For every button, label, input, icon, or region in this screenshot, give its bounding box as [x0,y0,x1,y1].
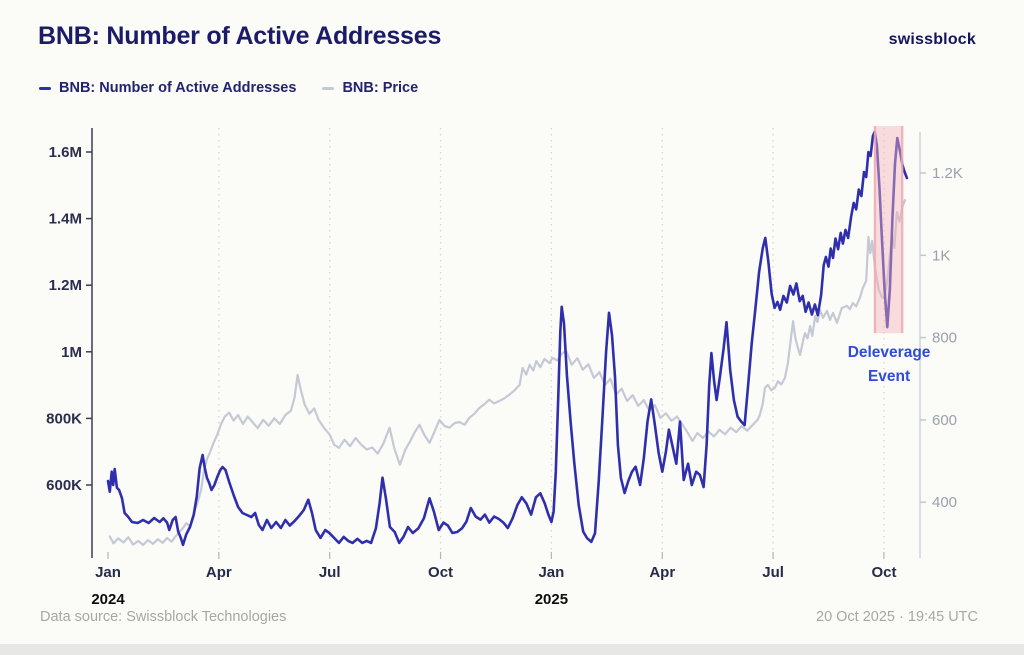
left-axis-tick-label: 1M [61,344,82,361]
deleverage-event-band [873,126,904,334]
right-axis-tick-label: 400 [932,494,957,511]
legend: BNB: Number of Active Addresses BNB: Pric… [39,80,418,96]
right-axis-tick-label: 1.2K [932,165,963,182]
x-axis-month-label: Jul [319,564,341,581]
active-addresses-line [106,130,909,547]
bottom-edge-strip [0,644,1024,655]
legend-item: BNB: Number of Active Addresses [39,80,296,96]
x-axis-year-label: 2024 [91,591,125,608]
left-axis-tick-label: 800K [46,410,82,427]
x-axis-month-label: Jul [762,564,784,581]
right-axis-tick-label: 600 [932,412,957,429]
right-axis-tick-label: 1K [932,247,950,264]
x-axis-month-label: Apr [649,564,675,581]
deleverage-annotation-line2: Event [868,368,910,385]
brand-logo: swissblock [888,31,976,48]
x-axis-month-label: Jan [538,564,564,581]
legend-label: BNB: Number of Active Addresses [59,80,297,96]
legend-dash-icon [39,86,51,90]
left-axis-tick-label: 1.4M [49,211,82,228]
x-axis-month-label: Oct [428,564,453,581]
deleverage-annotation-line1: Deleverage [848,344,931,361]
x-axis-month-label: Oct [871,564,896,581]
left-axis-tick-label: 1.6M [49,144,82,161]
legend-item: BNB: Price [322,80,418,96]
left-axis-tick-label: 600K [46,477,82,494]
data-source-label: Data source: Swissblock Technologies [40,609,287,625]
x-axis-month-label: Jan [95,564,121,581]
right-axis-tick-label: 800 [932,330,957,347]
page-title: BNB: Number of Active Addresses [38,22,442,50]
legend-dash-icon [322,86,335,90]
x-axis-month-label: Apr [206,564,232,581]
timestamp-label: 20 Oct 2025 · 19:45 UTC [816,609,978,625]
price-line [108,199,907,547]
legend-label: BNB: Price [342,80,419,96]
left-axis-tick-label: 1.2M [49,277,82,294]
x-axis-year-label: 2025 [535,591,568,608]
